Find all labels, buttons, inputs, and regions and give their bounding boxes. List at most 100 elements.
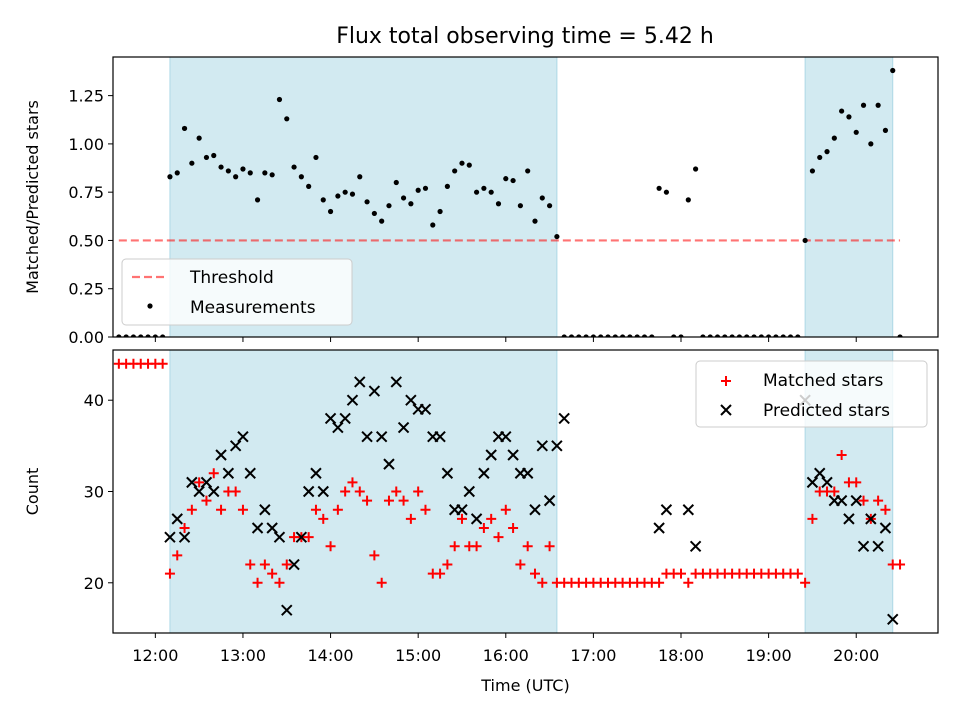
x-tick-label: 20:00 xyxy=(833,646,879,665)
predicted-star-point xyxy=(441,467,454,479)
predicted-star-point xyxy=(806,476,819,489)
predicted-star-point xyxy=(339,412,351,425)
predicted-star-point xyxy=(361,431,373,443)
matched-star-point xyxy=(456,513,467,524)
y-tick-label: 0.50 xyxy=(68,231,104,250)
measurement-point xyxy=(473,189,480,195)
measurement-point xyxy=(817,154,823,161)
legend-bottom: Matched stars Predicted stars xyxy=(695,360,928,428)
legend-label-predicted: Predicted stars xyxy=(763,401,890,421)
predicted-star-point xyxy=(281,604,293,616)
matched-star-point xyxy=(478,523,489,534)
measurement-point xyxy=(853,129,859,135)
matched-star-point xyxy=(895,559,906,570)
measurement-point xyxy=(554,233,560,240)
measurement-point xyxy=(240,166,246,172)
matched-star-point xyxy=(391,486,402,497)
measurement-point xyxy=(634,334,640,337)
y-tick-label: 30 xyxy=(84,483,104,502)
matched-star-point xyxy=(281,559,292,570)
legend-measurement-swatch xyxy=(147,303,153,309)
measurement-point xyxy=(787,334,794,337)
measurement-point xyxy=(722,334,728,337)
measurement-point xyxy=(342,189,348,195)
measurement-point xyxy=(795,334,801,337)
predicted-star-point xyxy=(368,385,381,397)
measurement-point xyxy=(152,334,158,337)
predicted-star-point xyxy=(660,504,673,516)
measurement-point xyxy=(627,334,633,337)
measurement-point xyxy=(583,334,589,337)
measurement-point xyxy=(430,222,436,228)
measurement-point xyxy=(254,197,261,203)
measurement-point xyxy=(211,152,217,159)
matched-star-point xyxy=(807,513,818,524)
measurement-point xyxy=(349,191,356,197)
legend-label-threshold: Threshold xyxy=(189,268,274,288)
predicted-star-point xyxy=(266,522,278,534)
measurement-point xyxy=(444,183,450,189)
matched-star-point xyxy=(500,504,511,515)
x-tick-label: 16:00 xyxy=(483,646,529,665)
predicted-star-point xyxy=(244,467,256,479)
predicted-star-point xyxy=(689,540,702,552)
matched-star-point xyxy=(354,486,365,497)
predicted-star-point xyxy=(208,485,220,498)
measurement-point xyxy=(539,195,545,201)
measurement-point xyxy=(437,208,443,215)
predicted-star-point xyxy=(419,403,432,416)
predicted-star-point xyxy=(200,476,213,489)
predicted-star-point xyxy=(259,504,271,516)
x-tick-label: 18:00 xyxy=(658,646,704,665)
matched-star-point xyxy=(442,559,453,570)
measurement-point xyxy=(525,168,531,174)
panel-bottom: 20 30 40 12:00 13:00 14:00 15:00 16:00 17:00 18:0… xyxy=(23,349,939,695)
matched-star-point xyxy=(179,523,190,534)
measurement-point xyxy=(225,168,231,174)
predicted-star-point xyxy=(872,540,884,552)
predicted-star-point xyxy=(354,376,366,388)
predicted-star-point xyxy=(383,458,395,470)
predicted-star-point xyxy=(536,440,548,452)
x-tick-label: 13:00 xyxy=(220,646,266,665)
y-tick-label: 0.00 xyxy=(68,328,104,347)
measurement-point xyxy=(612,334,618,337)
predicted-star-point xyxy=(835,494,848,507)
plot-area-top xyxy=(116,57,903,337)
measurement-point xyxy=(693,166,699,172)
matched-star-point xyxy=(873,495,884,506)
chart-title: Flux total observing time = 5.42 h xyxy=(336,24,714,49)
matched-star-point xyxy=(303,532,314,543)
measurement-point xyxy=(123,334,129,337)
legend-label-measurements: Measurements xyxy=(190,298,316,318)
matched-star-point xyxy=(858,495,869,506)
measurement-point xyxy=(671,334,677,337)
legend-matched-swatch xyxy=(721,376,731,386)
measurement-point xyxy=(736,334,743,337)
measurement-point xyxy=(357,174,363,180)
predicted-star-point xyxy=(653,522,665,534)
measurement-point xyxy=(576,334,582,337)
measurement-point xyxy=(116,334,122,337)
measurement-point xyxy=(882,127,889,133)
measurement-point xyxy=(780,334,786,337)
measurement-point xyxy=(868,141,874,147)
measurement-point xyxy=(386,203,392,209)
measurement-point xyxy=(130,334,137,337)
matched-star-point xyxy=(267,568,278,579)
matched-star-point xyxy=(683,577,694,588)
y-tick-label: 0.75 xyxy=(68,183,104,202)
matched-star-point xyxy=(340,486,351,497)
legend-label-matched: Matched stars xyxy=(763,371,883,391)
measurement-point xyxy=(839,108,845,114)
matched-star-point xyxy=(420,504,431,515)
measurement-point xyxy=(247,170,253,176)
measurement-point xyxy=(605,334,611,337)
matched-star-point xyxy=(471,541,482,552)
y-tick-label: 40 xyxy=(84,391,104,410)
y-tick-label: 0.25 xyxy=(68,280,104,299)
matched-star-point xyxy=(413,486,424,497)
x-tick-label: 14:00 xyxy=(308,646,354,665)
matched-star-point xyxy=(544,541,555,552)
predicted-star-point xyxy=(390,376,402,388)
